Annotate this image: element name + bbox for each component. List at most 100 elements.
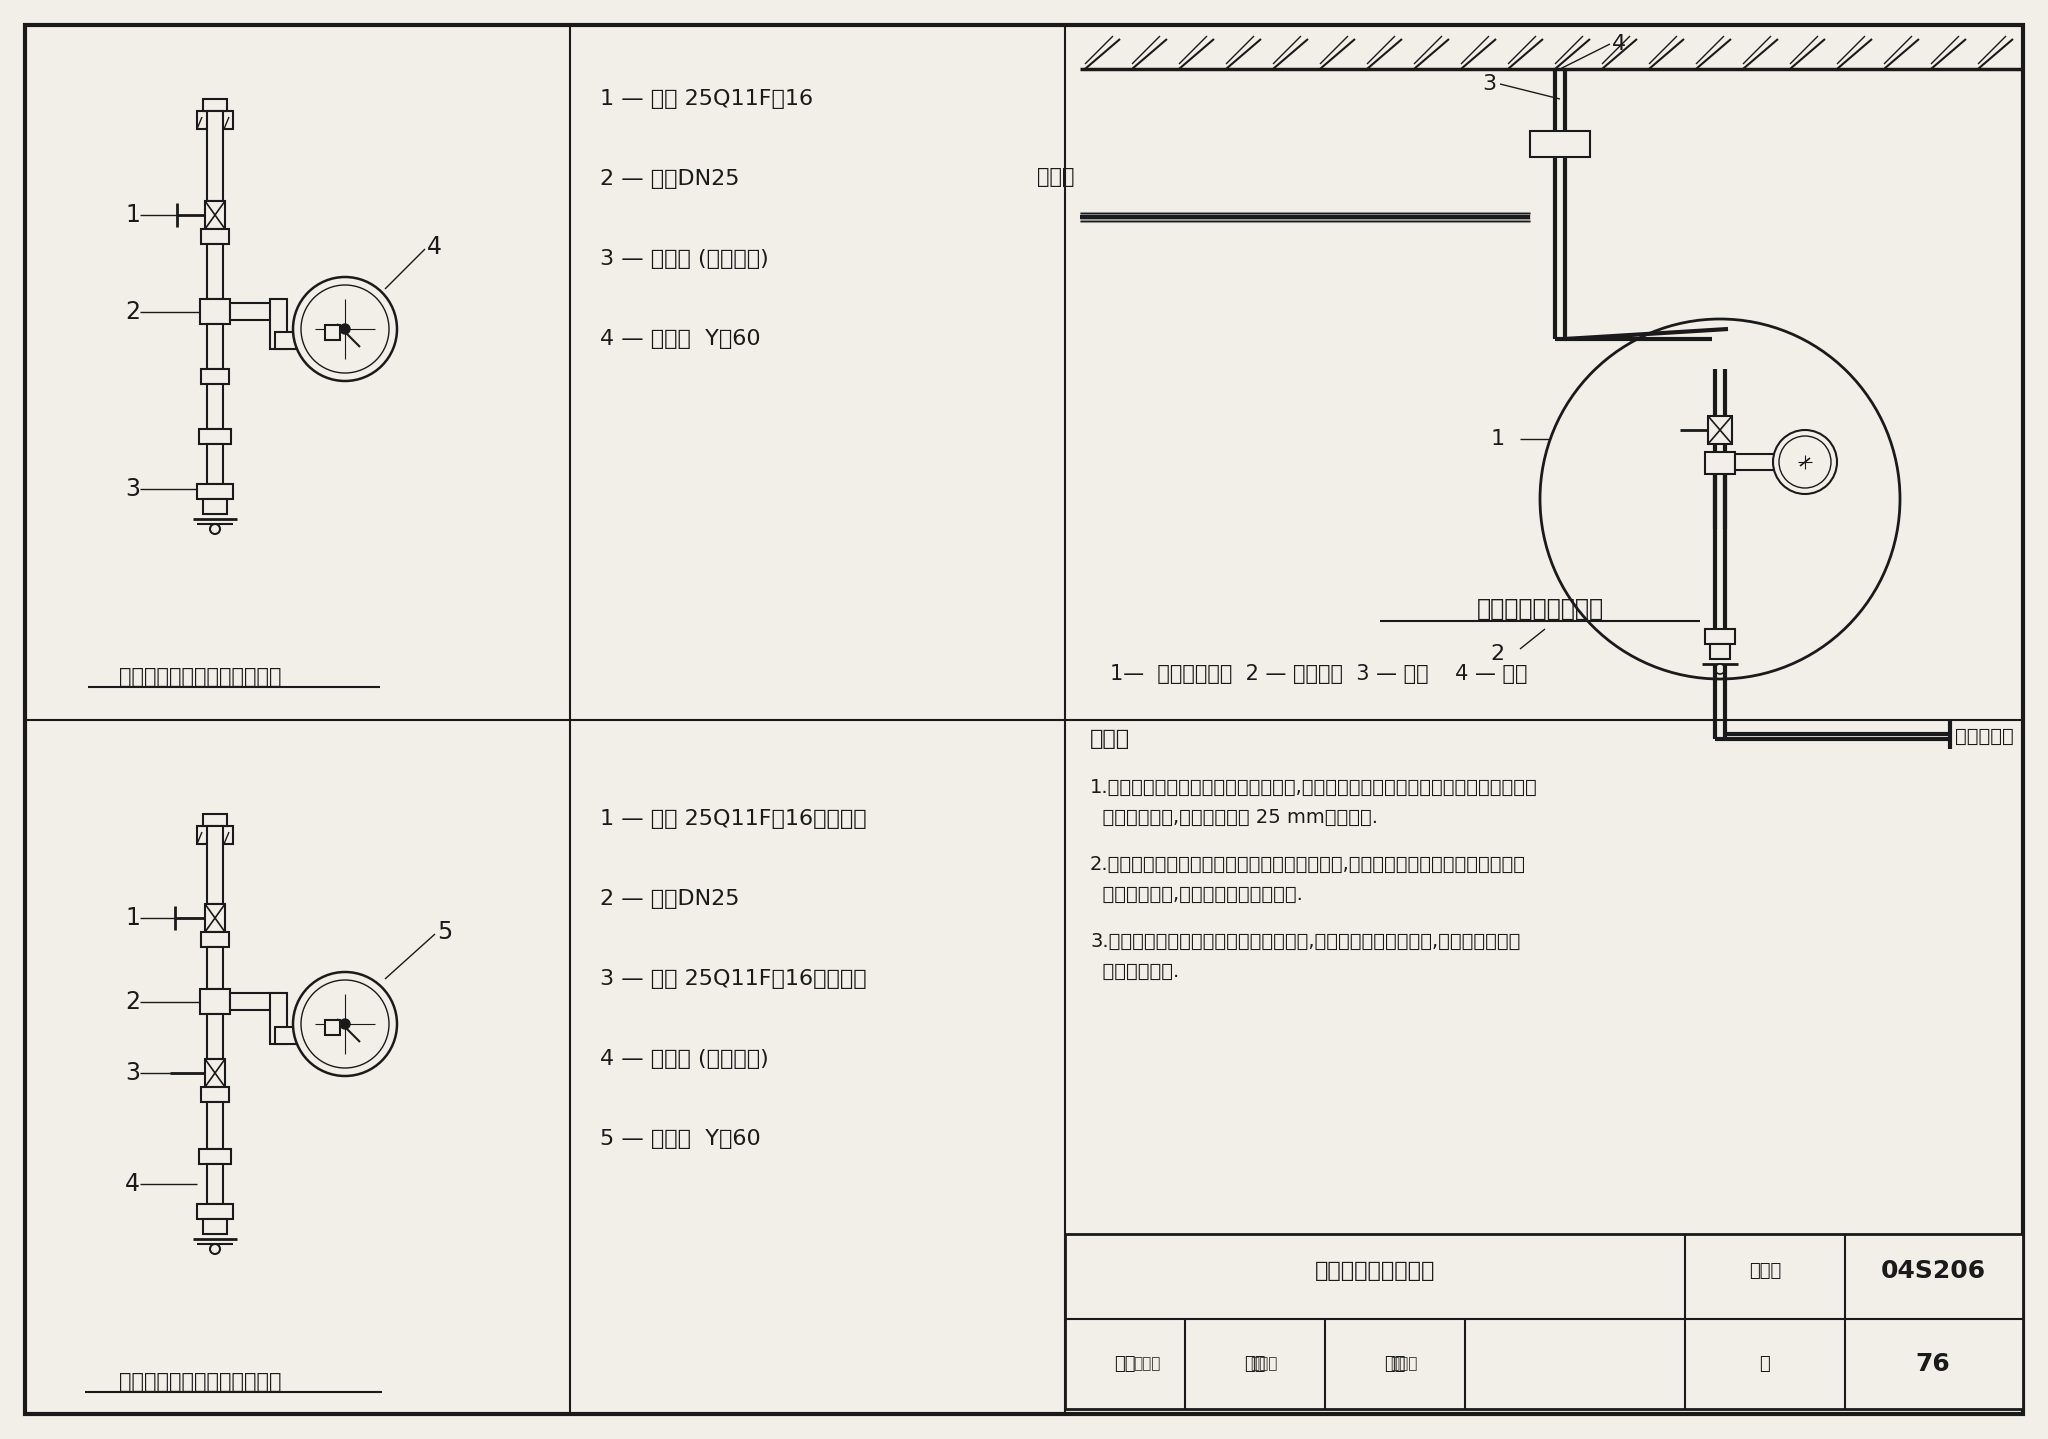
Text: 3 — 喷头体 (试水接头): 3 — 喷头体 (试水接头) [600,249,768,269]
Bar [1530,131,1589,157]
Bar [274,332,326,350]
Bar [270,299,287,350]
Text: 2 — 三通DN25: 2 — 三通DN25 [600,889,739,909]
Text: 1.每个报警阀组控制的最不利点喷头处,应设末端试水装置；其他防火分区、楼层的最: 1.每个报警阀组控制的最不利点喷头处,应设末端试水装置；其他防火分区、楼层的最 [1090,777,1538,797]
Text: 4 — 喷头体 (试水接头): 4 — 喷头体 (试水接头) [600,1049,768,1069]
Bar [1065,1235,2023,1409]
Bar [274,1027,326,1045]
Text: 3: 3 [125,1061,139,1085]
Bar [201,368,229,384]
Text: 说明：: 说明： [1090,730,1130,750]
Bar [199,429,231,445]
Circle shape [1714,663,1724,673]
Text: 2.末端试水装置选用：不需监测系统末端压力时,可采用详图（一）方式；需监测系: 2.末端试水装置选用：不需监测系统末端压力时,可采用详图（一）方式；需监测系 [1090,855,1526,873]
Bar [207,947,223,989]
Bar [1706,452,1735,473]
Text: 统末端压力时,应采用详图（二）方式.: 统末端压力时,应采用详图（二）方式. [1090,885,1303,904]
Circle shape [293,276,397,381]
Text: 审核: 审核 [1114,1356,1137,1373]
Circle shape [1540,319,1901,679]
Bar [207,245,223,299]
Text: 2 — 三通DN25: 2 — 三通DN25 [600,168,739,189]
Bar [203,99,227,111]
Bar [197,111,233,130]
Text: 5: 5 [436,920,453,944]
Text: 1: 1 [125,907,139,930]
Bar [1735,453,1780,471]
Bar [207,324,223,368]
Text: 2: 2 [1491,645,1505,663]
Circle shape [301,285,389,373]
Text: 4: 4 [426,235,442,259]
Bar [1708,416,1733,445]
Bar [203,814,227,826]
Bar [197,826,233,845]
Text: 1—  末端试水装置  2 — 排水漏斗  3 — 喷头    4 — 顶板: 1— 末端试水装置 2 — 排水漏斗 3 — 喷头 4 — 顶板 [1110,663,1528,684]
Bar [229,993,281,1010]
Text: 3.当末端试水装置采用详图（二）方式时,如压力表处设置有旋塞,则可取消图中的: 3.当末端试水装置采用详图（二）方式时,如压力表处设置有旋塞,则可取消图中的 [1090,931,1520,951]
Bar [197,1204,233,1219]
Circle shape [301,980,389,1068]
Text: 4 — 压力表  Y－60: 4 — 压力表 Y－60 [600,330,760,350]
Text: 76: 76 [1915,1353,1950,1376]
Text: 末端试水装置安装图: 末端试水装置安装图 [1477,597,1604,622]
Bar [207,826,223,904]
Bar [197,484,233,499]
Text: 菏水乾: 菏水乾 [1391,1357,1417,1371]
Text: 乙赤纸: 乙赤纸 [1249,1357,1278,1371]
Text: 表前常开球阀.: 表前常开球阀. [1090,961,1180,980]
Bar [205,904,225,932]
Circle shape [340,324,350,334]
Bar [1710,645,1731,659]
Bar [205,1059,225,1086]
Text: 接排水系统: 接排水系统 [1956,727,2013,745]
Circle shape [1780,436,1831,488]
Text: 末端试水装置组成详图（二）: 末端试水装置组成详图（二） [119,1371,281,1392]
Text: 4: 4 [125,1171,139,1196]
Text: 不利点喷头处,均应设直径为 25 mm的试水阀.: 不利点喷头处,均应设直径为 25 mm的试水阀. [1090,807,1378,826]
Bar [326,1020,340,1035]
Text: 1: 1 [125,203,139,227]
Circle shape [293,971,397,1076]
Bar [203,499,227,514]
Text: 4: 4 [1612,35,1626,55]
Bar [207,1102,223,1148]
Circle shape [211,524,219,534]
Bar [201,299,229,324]
Bar [201,989,229,1014]
Bar [229,304,281,319]
Text: 划州呻: 划州呻 [1133,1357,1161,1371]
Text: 3: 3 [125,476,139,501]
Text: 1 — 球阀 25Q11F－16: 1 — 球阀 25Q11F－16 [600,89,813,109]
Bar [270,993,287,1045]
Circle shape [1774,430,1837,494]
Bar [1706,629,1735,645]
Text: 接管图: 接管图 [1038,167,1075,187]
Text: 1 — 球阀 25Q11F－16（常开）: 1 — 球阀 25Q11F－16（常开） [600,809,866,829]
Text: 2: 2 [125,990,139,1014]
Text: 末端试水装置组成详图（一）: 末端试水装置组成详图（一） [119,668,281,686]
Text: 3: 3 [1483,73,1497,94]
Bar [203,1219,227,1235]
Text: 1: 1 [1491,429,1505,449]
Circle shape [211,1243,219,1253]
Text: 图集号: 图集号 [1749,1262,1782,1281]
Bar [207,445,223,484]
Bar [205,201,225,229]
Text: 校对: 校对 [1245,1356,1266,1373]
Bar [201,932,229,947]
Circle shape [340,1019,350,1029]
Text: 3 — 球阀 25Q11F－16（常闭）: 3 — 球阀 25Q11F－16（常闭） [600,968,866,989]
Bar [207,1164,223,1204]
Text: 设计: 设计 [1384,1356,1405,1373]
Bar [207,384,223,429]
Bar [199,1148,231,1164]
Bar [201,229,229,245]
Text: 末端试水装置安装图: 末端试水装置安装图 [1315,1261,1436,1281]
Text: 页: 页 [1759,1356,1769,1373]
Bar [201,1086,229,1102]
Text: 04S206: 04S206 [1880,1259,1987,1284]
Text: 2: 2 [125,299,139,324]
Bar [326,325,340,340]
Text: 5 — 压力表  Y－60: 5 — 压力表 Y－60 [600,1130,760,1148]
